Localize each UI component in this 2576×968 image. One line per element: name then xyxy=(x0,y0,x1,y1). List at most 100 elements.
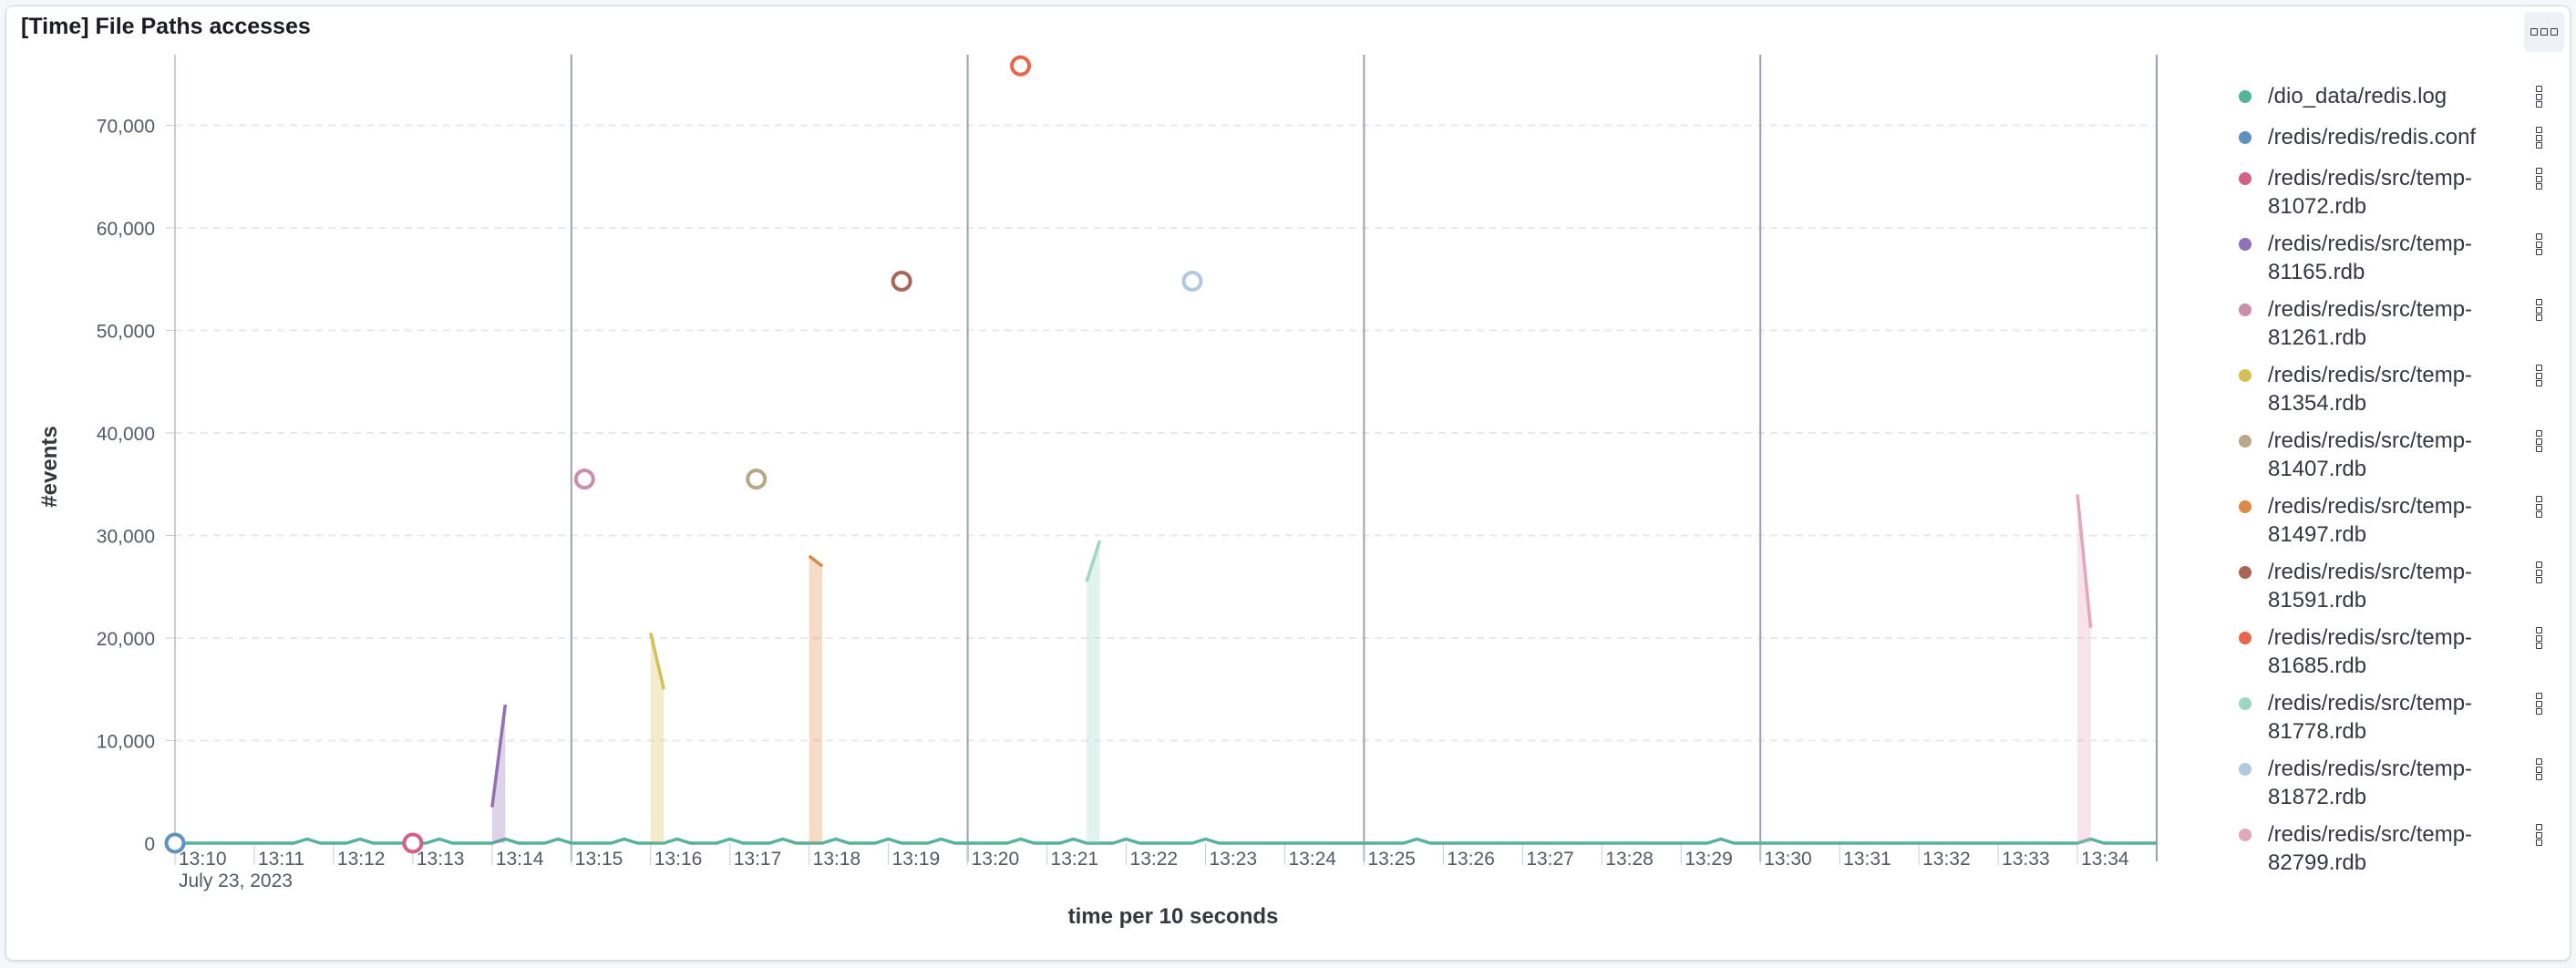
legend-label: /redis/redis/src/temp-81165.rdb xyxy=(2268,232,2473,284)
legend-item-menu-icon[interactable] xyxy=(2536,693,2543,715)
legend-item-menu-icon[interactable] xyxy=(2536,496,2543,518)
x-tick-label: 13:22 xyxy=(1130,849,1179,870)
panel-options-button[interactable] xyxy=(2524,12,2564,52)
series-8 xyxy=(891,271,912,292)
x-tick-label: 13:24 xyxy=(1288,849,1336,870)
legend-item-menu-icon[interactable] xyxy=(2536,365,2543,386)
x-tick-label: 13:30 xyxy=(1764,849,1812,870)
series-line xyxy=(808,554,824,568)
legend-item-menu-icon[interactable] xyxy=(2536,233,2543,255)
x-tick-label: 13:15 xyxy=(575,849,623,870)
x-tick-label: 13:27 xyxy=(1526,849,1574,870)
legend-label: /redis/redis/src/temp-81354.rdb xyxy=(2268,363,2473,416)
x-tick-label: 13:23 xyxy=(1209,849,1257,870)
y-tick-label: 0 xyxy=(144,834,155,855)
legend-item-menu-icon[interactable] xyxy=(2536,127,2543,149)
legend-label: /redis/redis/src/temp-81072.rdb xyxy=(2268,166,2473,219)
series-area xyxy=(650,633,665,843)
x-tick-label: 13:11 xyxy=(258,849,304,870)
series-3 xyxy=(490,704,508,843)
legend-label: /redis/redis/src/temp-81261.rdb xyxy=(2268,297,2473,350)
y-axis: 0 10,000 20,000 30,000 40,000 50,000 60,000 70,… xyxy=(97,55,176,855)
x-tick-label: 13:34 xyxy=(2081,849,2129,870)
legend-color-dot xyxy=(2239,131,2251,144)
series-line xyxy=(1085,540,1102,582)
x-tick-label: 13:25 xyxy=(1367,849,1416,870)
legend-item-menu-icon[interactable] xyxy=(2536,627,2543,649)
legend-color-dot xyxy=(2239,566,2251,579)
series-line xyxy=(649,632,665,690)
legend-label: /redis/redis/src/temp-81591.rdb xyxy=(2268,560,2473,613)
x-axis-title: time per 10 seconds xyxy=(1068,904,1279,929)
series-10 xyxy=(1085,540,1102,843)
data-point xyxy=(573,469,595,490)
series-5 xyxy=(649,632,665,843)
legend-item-menu-icon[interactable] xyxy=(2536,824,2543,846)
legend-item-menu-icon[interactable] xyxy=(2536,430,2543,452)
legend-item-menu-icon[interactable] xyxy=(2536,758,2543,780)
x-tick-label: 13:13 xyxy=(417,849,465,870)
x-tick-label: 13:26 xyxy=(1447,849,1495,870)
series-2 xyxy=(402,832,424,854)
legend-label: /dio_data/redis.log xyxy=(2268,84,2447,108)
data-point xyxy=(1181,271,1203,292)
series-7 xyxy=(808,554,824,843)
series-0 xyxy=(175,837,2157,845)
legend-label: /redis/redis/redis.conf xyxy=(2268,125,2477,149)
y-tick-label: 70,000 xyxy=(97,117,155,138)
legend-color-dot xyxy=(2239,172,2251,185)
series-1 xyxy=(164,832,186,854)
y-tick-label: 30,000 xyxy=(97,527,155,548)
y-axis-title: #events xyxy=(37,426,62,507)
legend-label: /redis/redis/src/temp-81872.rdb xyxy=(2268,757,2473,809)
y-tick-label: 40,000 xyxy=(97,424,155,445)
y-tick-label: 50,000 xyxy=(97,322,155,343)
data-point xyxy=(402,832,424,854)
legend-label: /redis/redis/src/temp-81778.rdb xyxy=(2268,691,2473,744)
legend-item-menu-icon[interactable] xyxy=(2536,86,2543,108)
legend-item-menu-icon[interactable] xyxy=(2536,168,2543,190)
legend-color-dot xyxy=(2239,435,2251,448)
series-area xyxy=(1087,541,1100,843)
data-point xyxy=(891,271,912,292)
legend-color-dot xyxy=(2239,829,2251,841)
x-tick-label: 13:21 xyxy=(1051,849,1099,870)
boxes-horizontal-icon xyxy=(2530,28,2560,36)
series-line xyxy=(2076,494,2093,628)
data-point xyxy=(746,469,768,490)
x-tick-label: 13:28 xyxy=(1605,849,1654,870)
legend-label: /redis/redis/src/temp-81407.rdb xyxy=(2268,428,2473,481)
data-point xyxy=(164,832,186,854)
series-9 xyxy=(1010,55,1032,77)
series-6 xyxy=(746,469,768,490)
series-11 xyxy=(1181,271,1203,292)
series-line xyxy=(175,837,2157,845)
x-tick-label: 13:14 xyxy=(496,849,544,870)
legend-label: /redis/redis/src/temp-82799.rdb xyxy=(2268,822,2473,875)
x-tick-label: 13:16 xyxy=(654,849,703,870)
x-tick-label: 13:17 xyxy=(734,849,782,870)
legend-color-dot xyxy=(2239,632,2251,644)
x-tick-label: 13:33 xyxy=(2002,849,2050,870)
y-tick-label: 60,000 xyxy=(97,219,155,240)
series-12 xyxy=(2076,494,2093,843)
x-tick-label: 13:29 xyxy=(1685,849,1733,870)
series-area xyxy=(809,556,823,843)
legend-item-menu-icon[interactable] xyxy=(2536,299,2543,321)
legend-color-dot xyxy=(2239,500,2251,513)
legend-item-menu-icon[interactable] xyxy=(2536,561,2543,583)
series-layer xyxy=(164,55,2157,854)
chart-grid xyxy=(175,55,2158,861)
y-tick-label: 10,000 xyxy=(97,732,155,753)
x-tick-label: 13:20 xyxy=(972,849,1020,870)
x-tick-label: 13:32 xyxy=(1922,849,1971,870)
x-tick-label: 13:19 xyxy=(892,849,941,870)
legend-color-dot xyxy=(2239,238,2251,251)
x-tick-label: 13:31 xyxy=(1843,849,1891,870)
legend-color-dot xyxy=(2239,697,2251,710)
visualization-panel: [Time] File Paths accesses xyxy=(5,5,2571,961)
legend-color-dot xyxy=(2239,763,2251,776)
x-tick-label: 13:10 xyxy=(179,849,227,870)
legend-label: /redis/redis/src/temp-81685.rdb xyxy=(2268,625,2473,678)
